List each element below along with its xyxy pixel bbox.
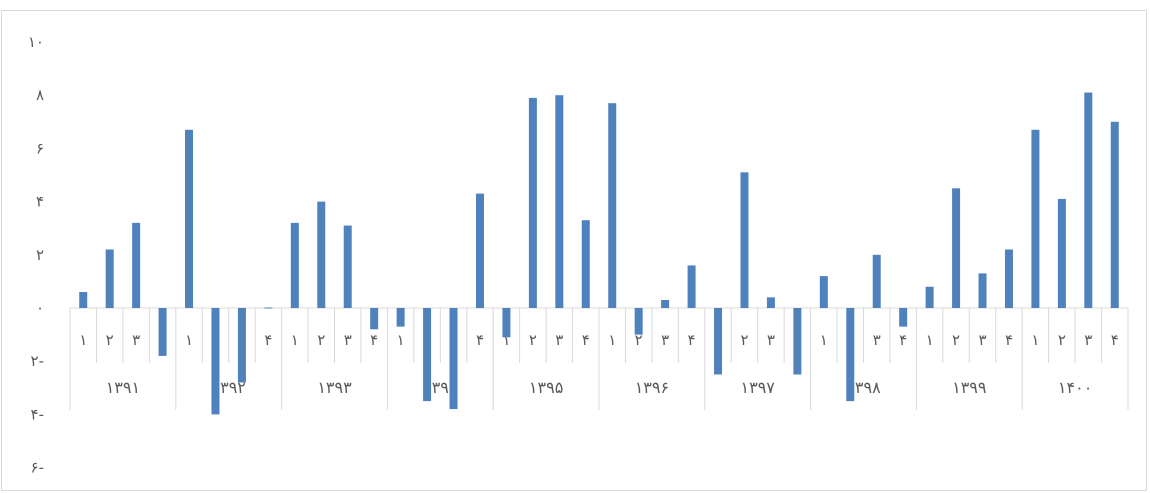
year-label: ۱۳۹۵ bbox=[529, 378, 563, 397]
quarter-label: ۴ bbox=[370, 331, 378, 349]
quarter-label: ۲ bbox=[1058, 331, 1066, 349]
quarter-label: ۲ bbox=[529, 331, 537, 349]
bar-۱۳۹۵-q4 bbox=[581, 220, 590, 308]
bar-۱۳۹۳-q3 bbox=[343, 225, 352, 308]
quarter-label: ۳ bbox=[132, 331, 140, 349]
bar-۱۴۰۰-q4 bbox=[1110, 121, 1119, 308]
year-label: ۱۳۹۹ bbox=[952, 378, 986, 397]
bar-۱۳۹۹-q2 bbox=[952, 188, 961, 308]
bar-۱۳۹۵-q1 bbox=[502, 308, 511, 338]
y-tick-label: ۴ bbox=[36, 193, 44, 211]
y-tick-label: ۶ bbox=[36, 139, 44, 157]
quarter-label: ۳ bbox=[978, 331, 986, 349]
quarter-label: ۱ bbox=[502, 331, 510, 349]
quarter-label: ۱ bbox=[291, 331, 299, 349]
bar-۱۳۹۷-q1 bbox=[714, 308, 723, 375]
bar-۱۳۹۱-q2 bbox=[105, 249, 114, 308]
quarter-label: ۳ bbox=[767, 331, 775, 349]
quarter-label: ۳ bbox=[661, 331, 669, 349]
quarter-label: ۱ bbox=[608, 331, 616, 349]
bar-۱۳۹۷-q2 bbox=[740, 172, 749, 308]
quarter-label: ۲ bbox=[635, 331, 643, 349]
quarter-label: ۴ bbox=[264, 331, 272, 349]
quarter-label: ۳ bbox=[1084, 331, 1092, 349]
bar-۱۳۹۱-q1 bbox=[79, 292, 88, 308]
bar-۱۳۹۶-q1 bbox=[608, 103, 617, 309]
bar-۱۴۰۰-q2 bbox=[1057, 198, 1066, 308]
y-tick-label: ۰ bbox=[36, 299, 44, 317]
year-label: ۱۴۰۰ bbox=[1058, 378, 1092, 397]
quarter-label: ۱ bbox=[926, 331, 934, 349]
quarter-label: ۴ bbox=[582, 331, 590, 349]
year-label: ۱۳۹۴ bbox=[423, 378, 457, 397]
y-tick-label: ۲- bbox=[31, 352, 44, 370]
bar-۱۳۹۲-q4 bbox=[264, 307, 273, 309]
quarter-label: ۲ bbox=[952, 331, 960, 349]
quarter-label: ۴ bbox=[1005, 331, 1013, 349]
year-label: ۱۳۹۷ bbox=[741, 378, 776, 397]
bar-۱۳۹۸-q1 bbox=[819, 276, 828, 308]
quarter-label: ۱ bbox=[79, 331, 87, 349]
quarter-label: ۴ bbox=[476, 331, 484, 349]
y-tick-label: ۶- bbox=[31, 459, 44, 477]
bar-۱۳۹۳-q1 bbox=[290, 222, 299, 308]
bar-۱۳۹۳-q2 bbox=[317, 201, 326, 308]
bar-۱۳۹۷-q3 bbox=[766, 297, 775, 308]
quarter-label: ۲ bbox=[106, 331, 114, 349]
quarter-label: ۴ bbox=[1111, 331, 1119, 349]
bar-۱۴۰۰-q1 bbox=[1031, 129, 1040, 308]
bar-۱۳۹۶-q3 bbox=[661, 300, 670, 308]
y-tick-label: ۸ bbox=[36, 86, 44, 104]
bar-۱۳۹۸-q3 bbox=[872, 254, 881, 308]
quarter-label: ۱ bbox=[1031, 331, 1039, 349]
bar-۱۳۹۲-q3 bbox=[237, 308, 246, 383]
year-label: ۱۳۹۳ bbox=[317, 378, 352, 397]
bar-۱۳۹۶-q4 bbox=[687, 265, 696, 308]
bar-۱۳۹۴-q4 bbox=[475, 193, 484, 308]
year-label: ۱۳۹۲ bbox=[212, 378, 246, 397]
quarter-label: ۱ bbox=[185, 331, 193, 349]
bar-۱۳۹۲-q1 bbox=[185, 129, 194, 308]
year-label: ۱۳۹۸ bbox=[846, 378, 881, 397]
bar-۱۳۹۵-q3 bbox=[555, 95, 564, 308]
quarter-label: ۲ bbox=[740, 331, 748, 349]
bar-۱۳۹۹-q1 bbox=[925, 286, 934, 308]
bar-۱۳۹۴-q3 bbox=[449, 308, 458, 410]
year-label: ۱۳۹۶ bbox=[635, 378, 669, 397]
bar-۱۳۹۹-q4 bbox=[1004, 249, 1013, 308]
bar-۱۳۹۴-q2 bbox=[423, 308, 432, 402]
bar-۱۳۹۵-q2 bbox=[528, 97, 537, 308]
quarter-label: ۱ bbox=[397, 331, 405, 349]
quarter-label: ۲ bbox=[317, 331, 325, 349]
bar-۱۳۹۷-q4 bbox=[793, 308, 802, 375]
year-label: ۱۳۹۱ bbox=[106, 378, 140, 397]
bar-۱۳۹۸-q2 bbox=[846, 308, 855, 402]
bar-۱۳۹۴-q1 bbox=[396, 308, 405, 327]
y-tick-label: ۴- bbox=[31, 405, 44, 423]
quarter-label: ۱ bbox=[820, 331, 828, 349]
bar-۱۳۹۱-q3 bbox=[132, 222, 141, 308]
quarter-label: ۴ bbox=[688, 331, 696, 349]
y-tick-label: ۱۰ bbox=[28, 33, 44, 51]
quarter-label: ۴ bbox=[899, 331, 907, 349]
bar-۱۳۹۱-q4 bbox=[158, 308, 167, 356]
bar-۱۳۹۸-q4 bbox=[899, 308, 908, 327]
bar-۱۳۹۶-q2 bbox=[634, 308, 643, 335]
bar-۱۳۹۲-q2 bbox=[211, 308, 220, 415]
quarter-label: ۳ bbox=[873, 331, 881, 349]
bar-۱۳۹۹-q3 bbox=[978, 273, 987, 308]
quarter-label: ۳ bbox=[344, 331, 352, 349]
y-tick-label: ۲ bbox=[36, 246, 44, 264]
bar-۱۴۰۰-q3 bbox=[1084, 92, 1093, 308]
quarter-label: ۳ bbox=[555, 331, 563, 349]
bar-۱۳۹۳-q4 bbox=[370, 308, 379, 330]
